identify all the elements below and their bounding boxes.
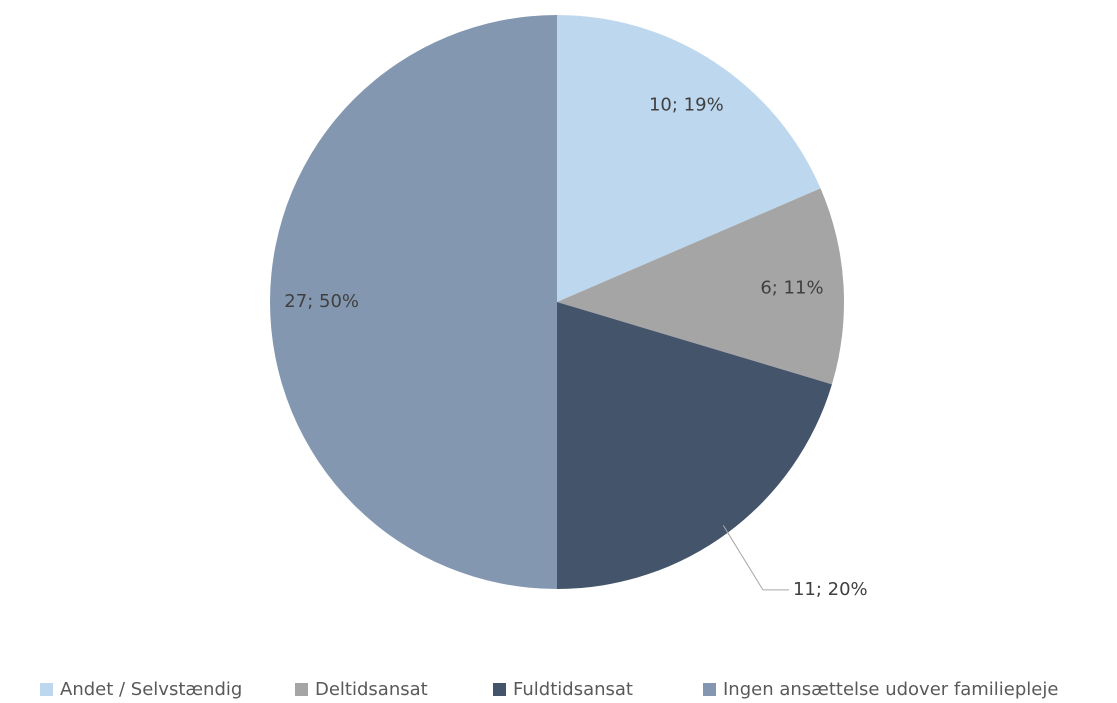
- pie-slice: [557, 15, 821, 302]
- pie-slice: [270, 15, 557, 589]
- legend-swatch: [493, 683, 506, 696]
- legend-label: Deltidsansat: [315, 679, 428, 700]
- legend-label: Ingen ansættelse udover familiepleje: [723, 679, 1058, 700]
- legend-swatch: [295, 683, 308, 696]
- data-label: 27; 50%: [284, 291, 359, 312]
- data-label: 10; 19%: [649, 94, 724, 115]
- data-label: 11; 20%: [793, 579, 868, 600]
- legend-swatch: [40, 683, 53, 696]
- legend-label: Andet / Selvstændig: [60, 679, 242, 700]
- pie-slice: [557, 302, 832, 589]
- pie-slice: [557, 188, 844, 385]
- data-label: 6; 11%: [760, 277, 823, 298]
- legend-label: Fuldtidsansat: [513, 679, 633, 700]
- leader-line: [722, 525, 789, 591]
- legend-swatch: [703, 683, 716, 696]
